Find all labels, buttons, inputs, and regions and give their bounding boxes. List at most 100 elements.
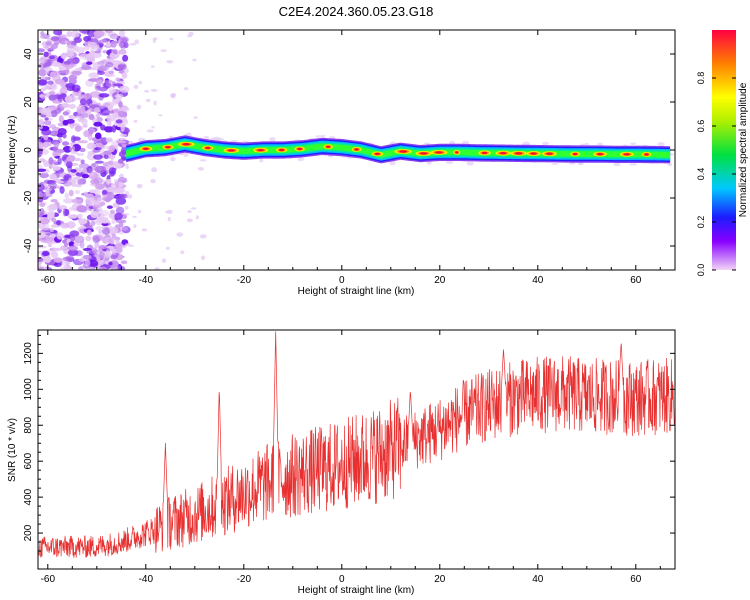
heatmap-noise-cell [61, 40, 66, 45]
heatmap-noise-cell [112, 112, 119, 117]
heatmap-noise-cell [47, 183, 58, 188]
heatmap-noise-cell [199, 159, 207, 162]
heatmap-noise-cell [38, 147, 43, 155]
heatmap-noise-cell [98, 251, 105, 259]
heatmap-noise-cell [38, 141, 44, 149]
heatmap-noise-cell [190, 207, 197, 210]
heatmap-noise-cell [86, 142, 96, 150]
heatmap-noise-cell [62, 119, 69, 126]
heatmap-noise-cell [68, 189, 74, 197]
heatmap-noise-cell [114, 236, 121, 241]
colorbar-tick-label: 0.2 [696, 216, 706, 229]
heatmap-noise-cell [106, 114, 117, 122]
spectrogram-x-label: Height of straight line (km) [298, 286, 415, 297]
heatmap-noise-cell [104, 125, 114, 133]
heatmap-noise-cell [188, 31, 194, 36]
heatmap-noise-cell [105, 73, 116, 77]
heatmap-noise-cell [51, 61, 62, 67]
heatmap-noise-cell [115, 77, 120, 82]
heatmap-noise-cell [117, 158, 124, 164]
heatmap-noise-cell [47, 243, 53, 248]
heatmap-noise-cell [66, 44, 77, 49]
heatmap-noise-cell [38, 79, 48, 86]
heatmap-noise-cell [43, 51, 49, 58]
heatmap-noise-cell [133, 119, 138, 123]
heatmap-noise-cell [39, 208, 45, 216]
heatmap-noise-cell [73, 157, 82, 162]
heatmap-noise-cell [38, 158, 46, 163]
heatmap-noise-cell [51, 217, 57, 223]
heatmap-noise-cell [38, 232, 47, 239]
heatmap-noise-cell [109, 209, 115, 214]
heatmap-noise-cell [107, 192, 115, 201]
heatmap-noise-cell [423, 142, 431, 145]
heatmap-noise-cell [68, 207, 74, 211]
heatmap-ridge-cell [142, 147, 149, 150]
heatmap-noise-cell [86, 61, 93, 65]
heatmap-noise-cell [38, 198, 44, 203]
heatmap-noise-cell [48, 94, 57, 101]
heatmap-ridge-cell [326, 145, 331, 148]
heatmap-noise-cell [170, 156, 176, 162]
heatmap-noise-cell [79, 147, 86, 153]
heatmap-noise-cell [52, 247, 63, 252]
heatmap-noise-cell [542, 141, 549, 146]
heatmap-noise-cell [71, 198, 83, 204]
heatmap-noise-cell [38, 119, 44, 126]
heatmap-noise-cell [110, 40, 117, 48]
heatmap-noise-cell [136, 104, 142, 110]
heatmap-noise-cell [118, 60, 125, 66]
heatmap-noise-cell [86, 229, 92, 236]
heatmap-noise-cell [138, 137, 146, 142]
heatmap-noise-cell [47, 80, 54, 85]
heatmap-ridge-cell [596, 152, 604, 156]
spectrogram-y-tick-label: 40 [23, 48, 34, 60]
heatmap-noise-cell [113, 83, 124, 87]
heatmap-noise-cell [151, 126, 155, 129]
colorbar: 0.0 0.2 0.4 0.6 0.8 Normalized spectral ampl… [696, 30, 749, 276]
heatmap-noise-cell [113, 195, 122, 200]
heatmap-noise-cell [71, 84, 81, 92]
heatmap-noise-cell [107, 160, 114, 165]
snr-y-axis: 200 400 600 800 1000 1200 [23, 334, 675, 552]
heatmap-noise-cell [96, 142, 103, 148]
heatmap-noise-cell [118, 49, 127, 55]
heatmap-noise-cell [151, 167, 158, 173]
heatmap-noise-cell [45, 112, 52, 118]
heatmap-noise-cell [128, 244, 135, 248]
spectrogram-x-tick-label: 60 [630, 275, 642, 286]
heatmap-noise-cell [114, 243, 120, 250]
heatmap-noise-cell [118, 30, 126, 38]
heatmap-noise-cell [90, 220, 96, 227]
snr-x-axis: -60 -40 -20 0 20 40 60 [41, 330, 661, 585]
snr-x-tick-label: -20 [237, 574, 252, 585]
heatmap-noise-cell [95, 113, 100, 118]
heatmap-noise-cell [165, 246, 171, 250]
heatmap-noise-cell [79, 240, 85, 249]
snr-x-tick-label: 0 [339, 574, 345, 585]
heatmap-noise-cell [120, 37, 128, 44]
heatmap-noise-cell [107, 104, 113, 111]
heatmap-noise-cell [67, 176, 79, 184]
heatmap-ridge-cell [435, 151, 443, 154]
heatmap-noise-cell [119, 85, 130, 93]
heatmap-ridge-cell [419, 152, 428, 155]
heatmap-noise-cell [102, 49, 107, 54]
heatmap-noise-cell [41, 251, 50, 257]
heatmap-noise-cell [48, 124, 57, 129]
heatmap-noise-cell [85, 197, 95, 206]
snr-x-label: Height of straight line (km) [298, 585, 415, 596]
heatmap-noise-cell [79, 53, 91, 60]
heatmap-noise-cell [83, 254, 92, 260]
heatmap-ridge-cell [644, 153, 649, 156]
heatmap-noise-cell [98, 266, 108, 270]
heatmap-noise-cell [43, 255, 52, 263]
heatmap-noise-cell [53, 257, 63, 263]
heatmap-noise-cell [176, 232, 184, 237]
heatmap-noise-cell [57, 157, 62, 165]
heatmap-noise-cell [186, 218, 193, 223]
spectrogram-x-tick-label: -40 [139, 275, 154, 286]
figure-title: C2E4.2024.360.05.23.G18 [279, 4, 434, 19]
heatmap-noise-cell [43, 160, 50, 167]
heatmap-noise-cell [93, 147, 102, 151]
